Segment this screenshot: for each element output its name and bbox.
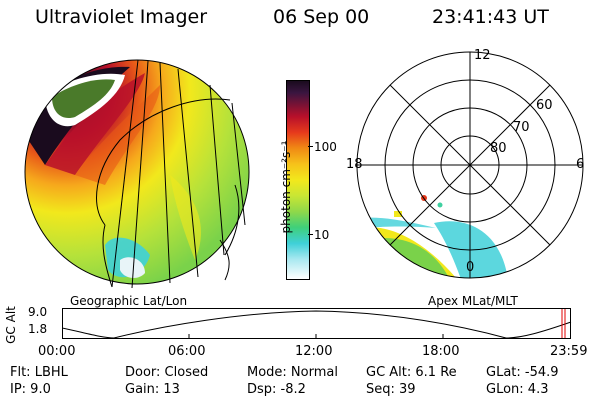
magnetic-polar-image: [356, 51, 584, 279]
altitude-tick-1-8: 1.8: [28, 322, 48, 336]
time-tick-1200: 12:00: [295, 344, 333, 359]
mlt-label-right: 6: [576, 157, 585, 172]
mlat-label-70: 70: [513, 120, 530, 135]
time-tick-0000: 00:00: [38, 344, 76, 359]
glon-status: GLon: 4.3: [486, 382, 549, 397]
mode-status: Mode: Normal: [247, 365, 338, 380]
colorbar-tick-label-10: 10: [314, 228, 330, 242]
ip-status: IP: 9.0: [10, 382, 51, 397]
colorbar-tick-100: [308, 146, 313, 147]
altitude-tick-9: 9.0: [28, 305, 48, 319]
mlat-label-80: 80: [490, 141, 507, 156]
colorbar-tick-10: [308, 234, 313, 235]
geographic-caption: Geographic Lat/Lon: [70, 294, 188, 308]
observation-time: 23:41:43 UT: [432, 6, 549, 28]
altitude-plot: [62, 308, 572, 339]
mlt-label-bottom: 0: [466, 260, 475, 275]
colorbar-tick-label-100: 100: [314, 140, 337, 154]
gain-status: Gain: 13: [125, 382, 180, 397]
time-tick-0600: 06:00: [168, 344, 206, 359]
dsp-status: Dsp: -8.2: [247, 382, 306, 397]
mlat-label-60: 60: [536, 98, 553, 113]
altitude-axis-label: GC Alt: [4, 306, 18, 344]
time-tick-1800: 18:00: [422, 344, 460, 359]
filter-status: Flt: LBHL: [10, 365, 68, 380]
time-tick-2359: 23:59: [550, 344, 588, 359]
seq-status: Seq: 39: [366, 382, 416, 397]
mlt-label-top: 12: [474, 48, 491, 63]
observation-date: 06 Sep 00: [273, 6, 370, 28]
instrument-title: Ultraviolet Imager: [35, 6, 208, 28]
magnetic-caption: Apex MLat/MLT: [428, 294, 518, 308]
glat-status: GLat: -54.9: [486, 365, 559, 380]
colorbar-unit-label: photon cm⁻²s⁻¹: [279, 140, 293, 234]
gc-alt-status: GC Alt: 6.1 Re: [366, 365, 457, 380]
colorbar: [286, 80, 310, 280]
mlt-label-left: 18: [346, 157, 363, 172]
geographic-image: [24, 59, 250, 289]
door-status: Door: Closed: [125, 365, 209, 380]
